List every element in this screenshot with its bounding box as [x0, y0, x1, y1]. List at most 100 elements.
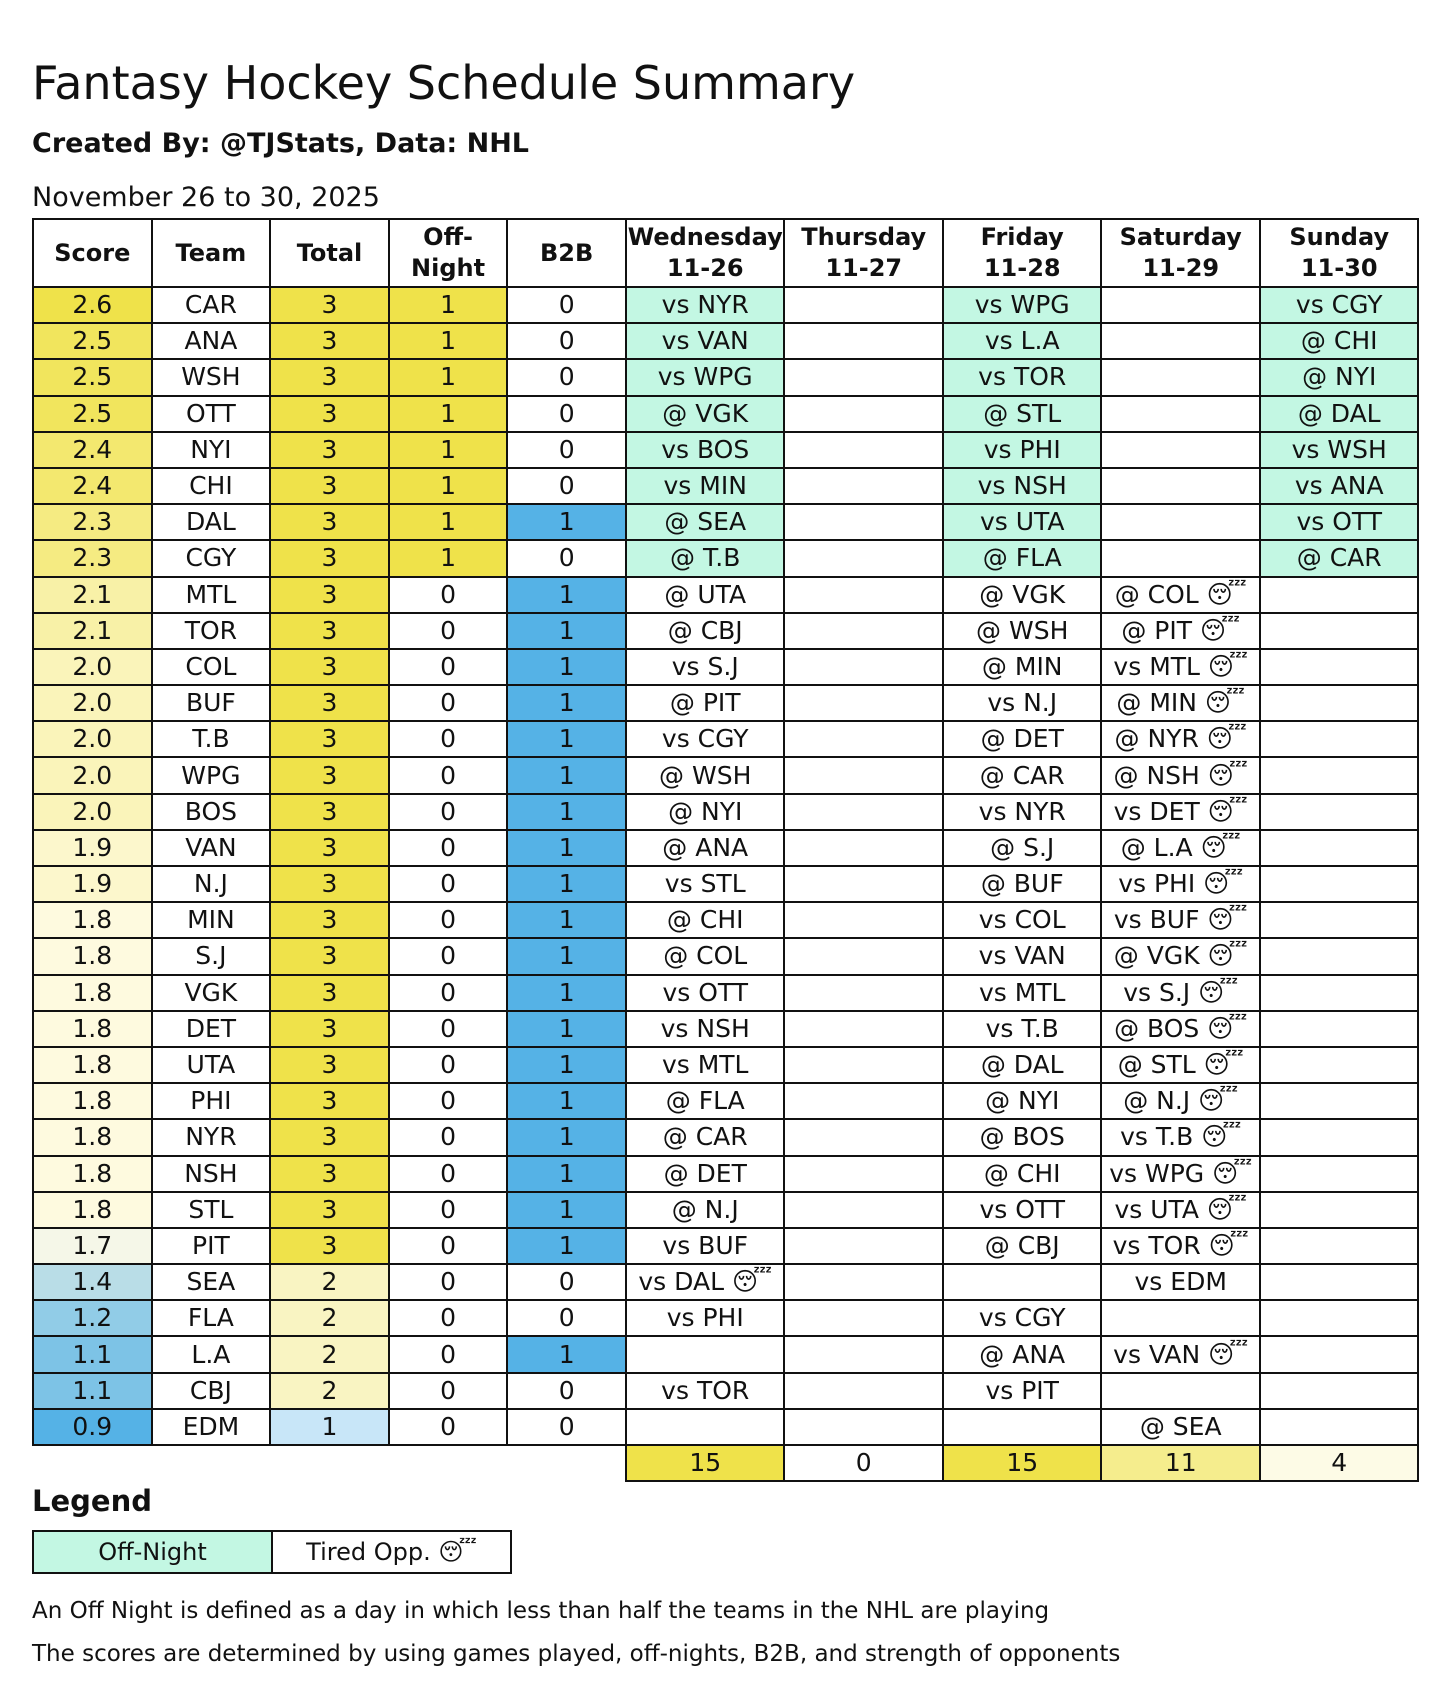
- stat-cell: 2: [269, 1299, 390, 1338]
- stat-cell: 2.0: [32, 792, 153, 831]
- stat-cell: 3: [269, 466, 390, 506]
- stat-cell: 1: [506, 647, 627, 687]
- stat-cell: PIT: [150, 1226, 272, 1266]
- game-cell: vs DAL 😴: [624, 1263, 786, 1302]
- stat-cell: 2: [269, 1263, 390, 1302]
- game-cell: @ MIN 😴: [1100, 684, 1261, 723]
- row: 2.5 OTT 3 1 0 @ VGK @ STL @ DAL: [32, 394, 1420, 433]
- stat-cell: 3: [269, 1082, 390, 1121]
- row: 1.8 STL 3 0 1 @ N.J vs OTT vs UTA 😴: [32, 1190, 1420, 1229]
- game-cell: @ STL 😴: [1100, 1045, 1261, 1085]
- stat-cell: 0: [506, 358, 627, 397]
- stat-cell: 3: [269, 684, 390, 723]
- game-cell: [783, 828, 944, 868]
- game-cell: [783, 647, 944, 687]
- row: 1.9 VAN 3 0 1 @ ANA @ S.J @ L.A 😴: [32, 828, 1420, 868]
- game-cell: vs WPG: [624, 358, 786, 397]
- legend-item: Tired Opp. 😴: [271, 1530, 512, 1574]
- stat-cell: 1: [506, 973, 627, 1012]
- game-cell: @ PIT: [624, 684, 786, 723]
- game-cell: vs NSH: [941, 466, 1103, 506]
- game-cell: @ VGK: [624, 394, 786, 433]
- stat-cell: 3: [269, 864, 390, 904]
- row: 2.3 CGY 3 1 0 @ T.B @ FLA @ CAR: [32, 539, 1420, 578]
- game-cell: @ WSH: [941, 611, 1103, 650]
- stat-cell: 2.5: [32, 358, 153, 397]
- stat-cell: SEA: [150, 1263, 272, 1302]
- row: 2.0 WPG 3 0 1 @ WSH @ CAR @ NSH 😴: [32, 756, 1420, 795]
- stat-cell: 3: [269, 1009, 390, 1048]
- game-cell: [1258, 611, 1420, 650]
- game-cell: [783, 394, 944, 433]
- game-cell: vs WSH: [1258, 430, 1420, 469]
- stat-cell: 0: [506, 1407, 627, 1447]
- game-cell: @ CHI: [941, 1154, 1103, 1193]
- row: 2.6 CAR 3 1 0 vs NYR vs WPG vs CGY: [32, 285, 1420, 325]
- game-cell: vs MTL: [624, 1045, 786, 1085]
- game-cell: @ CBJ: [624, 611, 786, 650]
- game-cell: @ DAL: [941, 1045, 1103, 1085]
- game-cell: [783, 720, 944, 759]
- game-cell: [1258, 647, 1420, 687]
- game-cell: [1258, 901, 1420, 940]
- column-header: Saturday 11-29: [1100, 218, 1261, 288]
- game-cell: vs NYR: [941, 792, 1103, 831]
- game-cell: @ NSH 😴: [1100, 756, 1261, 795]
- row: 2.5 ANA 3 1 0 vs VAN vs L.A @ CHI: [32, 322, 1420, 361]
- stat-cell: MTL: [150, 575, 272, 614]
- stat-cell: 1: [506, 1045, 627, 1085]
- stat-cell: CHI: [150, 466, 272, 506]
- day-total: 4: [1258, 1443, 1420, 1483]
- game-cell: [1258, 1299, 1420, 1338]
- game-cell: @ CHI: [1258, 322, 1420, 361]
- game-cell: @ CAR: [1258, 539, 1420, 578]
- game-cell: vs VAN: [624, 322, 786, 361]
- game-cell: [783, 1190, 944, 1229]
- stat-cell: 1: [387, 430, 509, 469]
- stat-cell: 3: [269, 720, 390, 759]
- game-cell: [783, 539, 944, 578]
- stat-cell: 1: [387, 503, 509, 542]
- stat-cell: 3: [269, 756, 390, 795]
- game-cell: [1258, 828, 1420, 868]
- game-cell: [783, 1118, 944, 1157]
- legend: Off-Night Tired Opp. 😴: [32, 1530, 512, 1574]
- spacer: [507, 1445, 626, 1481]
- game-cell: [783, 973, 944, 1012]
- note: The scores are determined by using games…: [32, 1641, 1121, 1667]
- stat-cell: 0: [387, 901, 509, 940]
- row: 1.8 MIN 3 0 1 @ CHI vs COL vs BUF 😴: [32, 901, 1420, 940]
- game-cell: vs BOS: [624, 430, 786, 469]
- stat-cell: 3: [269, 430, 390, 469]
- game-cell: vs WPG: [941, 285, 1103, 325]
- row: 2.0 T.B 3 0 1 vs CGY @ DET @ NYR 😴: [32, 720, 1420, 759]
- game-cell: [1258, 1263, 1420, 1302]
- game-cell: @ WSH: [624, 756, 786, 795]
- row: 2.1 TOR 3 0 1 @ CBJ @ WSH @ PIT 😴: [32, 611, 1420, 650]
- game-cell: @ MIN: [941, 647, 1103, 687]
- stat-cell: 0.9: [32, 1407, 153, 1447]
- stat-cell: 0: [506, 1263, 627, 1302]
- game-cell: [1100, 503, 1261, 542]
- game-cell: [624, 1335, 786, 1374]
- stat-cell: 1: [387, 394, 509, 433]
- stat-cell: 1.8: [32, 1045, 153, 1085]
- row: 1.8 S.J 3 0 1 @ COL vs VAN @ VGK 😴: [32, 937, 1420, 976]
- row: 0.9 EDM 1 0 0 @ SEA: [32, 1407, 1420, 1447]
- game-cell: @ ANA: [624, 828, 786, 868]
- game-cell: @ CAR: [624, 1118, 786, 1157]
- stat-cell: S.J: [150, 937, 272, 976]
- game-cell: [1258, 1045, 1420, 1085]
- stat-cell: 3: [269, 792, 390, 831]
- stat-cell: 0: [387, 684, 509, 723]
- stat-cell: 0: [387, 1335, 509, 1374]
- game-cell: [783, 322, 944, 361]
- stat-cell: 1.8: [32, 1190, 153, 1229]
- game-cell: vs DET 😴: [1100, 792, 1261, 831]
- legend-title: Legend: [32, 1484, 152, 1518]
- stat-cell: EDM: [150, 1407, 272, 1447]
- stat-cell: 3: [269, 394, 390, 433]
- game-cell: @ FLA: [624, 1082, 786, 1121]
- game-cell: [1258, 1009, 1420, 1048]
